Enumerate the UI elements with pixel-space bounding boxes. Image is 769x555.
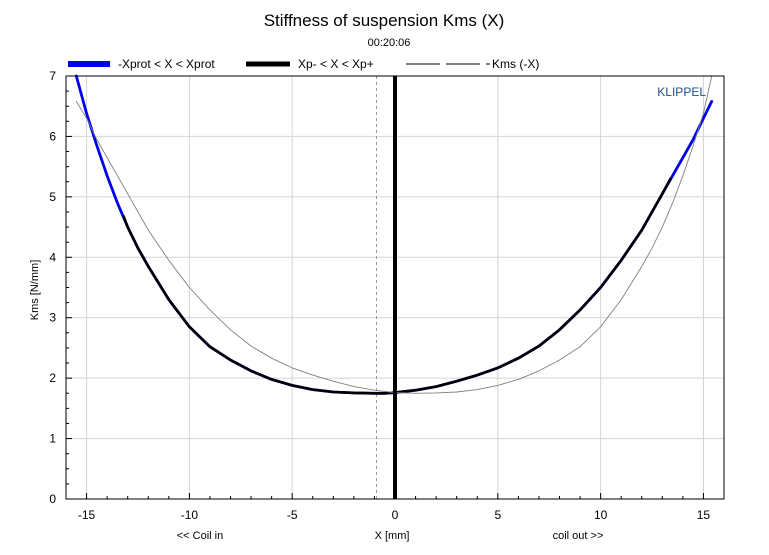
x-axis-label-left: << Coil in bbox=[177, 530, 223, 542]
legend: -Xprot < X < Xprot Xp- < X < Xp+ Kms (-X) bbox=[68, 57, 539, 71]
y-tick-label: 0 bbox=[49, 492, 56, 506]
y-tick-label: 2 bbox=[49, 371, 56, 385]
plot-frame bbox=[65, 75, 725, 500]
chart-subtitle: 00:20:06 bbox=[368, 37, 411, 49]
chart-title: Stiffness of suspension Kms (X) bbox=[264, 11, 505, 30]
y-tick-label: 5 bbox=[49, 190, 56, 204]
y-axis-label: Kms [N/mm] bbox=[29, 260, 41, 321]
x-axis-label-right: coil out >> bbox=[553, 530, 604, 542]
y-tick-label: 7 bbox=[49, 69, 56, 83]
y-tick-label: 3 bbox=[49, 311, 56, 325]
watermark: KLIPPEL bbox=[657, 85, 706, 99]
x-axis-label: X [mm] bbox=[375, 530, 410, 542]
legend-label-3: Kms (-X) bbox=[492, 57, 539, 71]
x-tick-label: 0 bbox=[392, 508, 399, 522]
x-tick-label: -5 bbox=[287, 508, 298, 522]
y-tick-label: 1 bbox=[49, 432, 56, 446]
y-tick-label: 6 bbox=[49, 129, 56, 143]
x-tick-label: 15 bbox=[697, 508, 711, 522]
legend-label-1: -Xprot < X < Xprot bbox=[118, 57, 215, 71]
x-axis-ticks: -15 -10 -5 0 5 10 15 bbox=[65, 493, 725, 522]
y-tick-label: 4 bbox=[49, 250, 56, 264]
x-tick-label: 10 bbox=[594, 508, 608, 522]
series-layer bbox=[74, 74, 714, 499]
x-tick-label: -10 bbox=[181, 508, 199, 522]
series-line-2 bbox=[122, 177, 672, 395]
x-tick-label: -15 bbox=[78, 508, 96, 522]
y-axis-ticks: 0 1 2 3 4 5 6 7 bbox=[49, 69, 72, 506]
x-tick-label: 5 bbox=[494, 508, 501, 522]
legend-label-2: Xp- < X < Xp+ bbox=[298, 57, 374, 71]
